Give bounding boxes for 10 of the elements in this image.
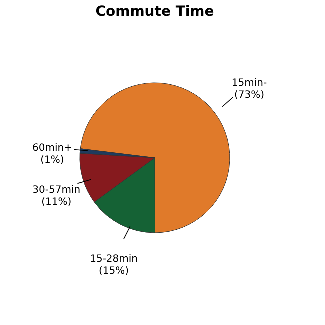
pie-slice [80,82,230,234]
chart-title: Commute Time [96,4,214,20]
slice-label: 15min- [232,78,268,89]
slice-label: 30-57min [32,184,81,196]
slice-label: 15-28min [90,254,138,265]
data-label: (1%) [40,154,64,166]
data-label: (73%) [234,90,265,101]
data-label: (11%) [42,196,72,208]
slice-label: 60min+ [32,142,72,154]
data-label: (15%) [99,266,130,277]
